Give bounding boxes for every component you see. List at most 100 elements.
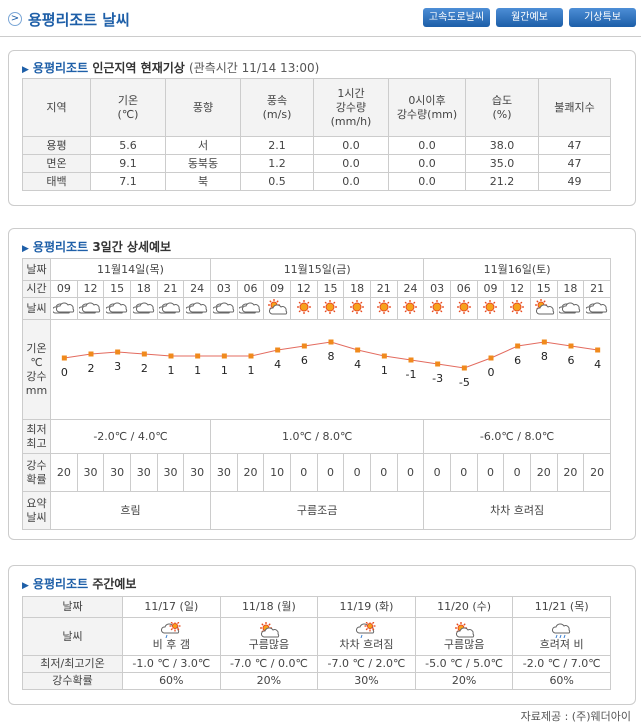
ray	[298, 309, 301, 312]
drop	[165, 634, 168, 638]
cloud	[189, 302, 208, 312]
weather-icon	[403, 299, 418, 314]
button[interactable]: 고속도로날씨	[423, 8, 490, 27]
ray	[485, 309, 488, 312]
temp: -2.0 ℃ / 7.0℃	[512, 655, 611, 673]
prob: 0	[316, 453, 345, 492]
temp-label: 6	[301, 354, 308, 367]
weather-cell: 구름많음	[219, 617, 319, 656]
sun	[512, 302, 522, 311]
row: 날짜 11월14일(목) 11월15일(금) 11월16일(토)	[22, 258, 611, 281]
date: 11/18 (월)	[219, 596, 319, 618]
ray	[360, 301, 363, 304]
temp-label: 0	[488, 366, 495, 379]
weather-icon	[456, 299, 471, 314]
ray	[413, 301, 416, 304]
temp: -5.0 ℃ / 5.0℃	[414, 655, 514, 673]
cloud	[55, 302, 74, 312]
weather-icon	[238, 302, 261, 313]
prob: 20	[236, 453, 265, 492]
weather-icon	[430, 299, 445, 314]
ray	[351, 309, 355, 312]
temp-label: 8	[328, 350, 335, 363]
prob: 30%	[317, 672, 416, 690]
current-table: 지역 기온 (℃) 풍향 풍속 (m/s) 1시간 강수량 (mm/h) 0시이후 강수량…	[22, 78, 611, 191]
prob: 20	[583, 453, 611, 492]
weather-cell	[343, 297, 371, 320]
cloud	[260, 627, 280, 637]
drop	[559, 634, 562, 638]
row-label: 날씨	[22, 297, 51, 320]
cell: 0.5	[240, 172, 314, 191]
weather-icon	[323, 299, 338, 314]
place: 용평리조트	[32, 240, 89, 254]
sun	[299, 302, 309, 311]
temp-label: -5	[459, 376, 470, 389]
row: 날짜 11/17 (일) 11/18 (월) 11/19 (화) 11/20 (수) 11…	[22, 596, 611, 618]
column-header: 습도 (%)	[465, 78, 539, 137]
ray	[372, 627, 375, 630]
cloud	[82, 302, 101, 312]
ray	[366, 627, 369, 630]
cell: 1.2	[240, 154, 314, 173]
weather-icon	[534, 298, 554, 314]
prob: 0	[449, 453, 478, 492]
weather-icon	[211, 302, 234, 313]
ray	[440, 301, 443, 304]
temp-point	[461, 365, 467, 371]
cell: 0.0	[313, 136, 389, 155]
panel	[8, 565, 636, 705]
temp-point	[301, 343, 307, 349]
time: 18	[343, 280, 371, 298]
temp-point	[328, 339, 334, 345]
ray	[458, 301, 461, 304]
button[interactable]: 월간예보	[496, 8, 563, 27]
temp-label: 6	[514, 354, 521, 367]
ray	[306, 301, 310, 304]
row: 용평 5.6 서 2.1 0.0 0.0 38.0 47	[22, 136, 611, 155]
day-header: 11월16일(토)	[423, 258, 611, 281]
temp: -7.0 ℃ / 0.0℃	[219, 655, 319, 673]
weather-text: 흐려져 비	[539, 637, 584, 651]
time: 09	[476, 280, 505, 298]
temp-label: 1	[248, 364, 255, 377]
weather-icon	[259, 621, 280, 637]
weather-cell	[503, 297, 531, 320]
weather-cell	[556, 297, 585, 320]
drop	[563, 634, 566, 638]
cloud	[242, 302, 261, 312]
weekly-table: 날짜 11/17 (일) 11/18 (월) 11/19 (화) 11/20 (수) 11…	[22, 596, 611, 690]
button[interactable]: 기상특보	[569, 8, 636, 27]
ray	[333, 309, 336, 312]
temp-label: -1	[406, 368, 417, 381]
row: 최저/최고기온 -1.0 ℃ / 3.0℃ -7.0 ℃ / 0.0℃ -7.0 ℃ …	[22, 655, 611, 673]
date: 11/20 (수)	[414, 596, 514, 618]
prob: 0	[396, 453, 425, 492]
weather-icon	[131, 302, 154, 313]
temp-label: 3	[114, 360, 121, 373]
cloud	[269, 304, 288, 314]
sun	[459, 302, 469, 311]
weather-icon	[455, 621, 475, 637]
temp-point	[435, 361, 441, 367]
temp-label: 1	[168, 364, 175, 377]
date: 11/19 (화)	[317, 596, 416, 618]
weather-cell	[369, 297, 398, 320]
minmax: -6.0℃ / 8.0℃	[423, 419, 611, 454]
weather-cell	[529, 297, 558, 320]
ray	[511, 309, 515, 312]
temp-label: 0	[61, 366, 68, 379]
weather-icon	[585, 302, 608, 313]
temp: -7.0 ℃ / 2.0℃	[317, 655, 416, 673]
prob: 20	[529, 453, 558, 492]
ray	[177, 627, 180, 630]
row: 강수 확률 20 30 30 30 30 30 30 20 10 0 0 0 0 0 0 0 0 0 20 20 20	[22, 453, 611, 492]
cell: 0.0	[388, 136, 466, 155]
row-label: 날짜	[22, 596, 123, 618]
temp-label: 4	[594, 358, 601, 371]
prob: 20	[50, 453, 78, 492]
time: 21	[156, 280, 185, 298]
temp-label: 1	[194, 364, 201, 377]
